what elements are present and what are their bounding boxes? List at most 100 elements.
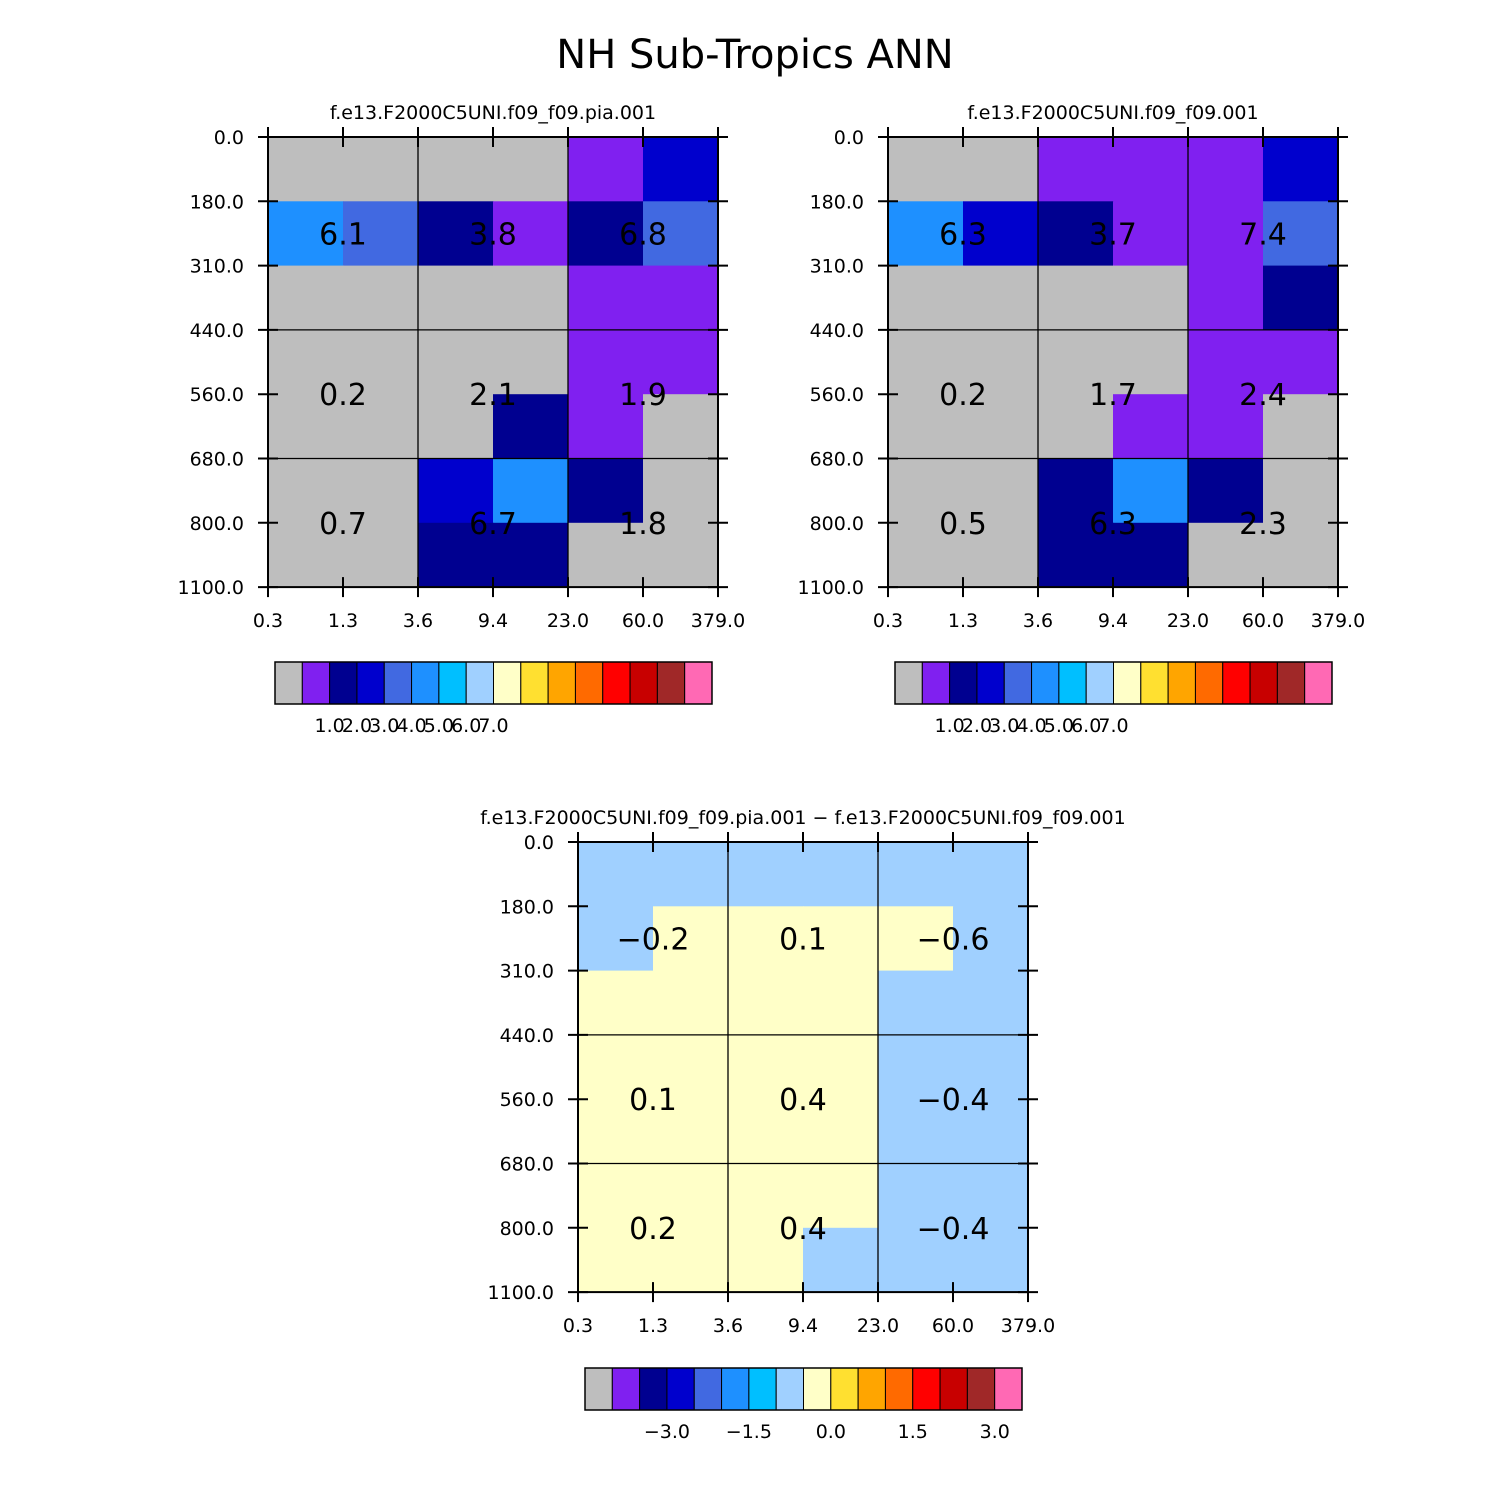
- heatmap-cell: [493, 522, 569, 588]
- colorbar-label: 3.0: [989, 715, 1019, 737]
- heatmap-cell: [728, 1163, 804, 1229]
- heatmap-cell: [578, 842, 654, 907]
- colorbar-label: 5.0: [1044, 715, 1074, 737]
- x-tick-label: 9.4: [478, 610, 508, 632]
- panel-title: f.e13.F2000C5UNI.f09_f09.001: [967, 102, 1258, 124]
- heatmap-cell: [643, 329, 719, 395]
- y-tick-label: 0.0: [524, 832, 554, 854]
- panel-difference: f.e13.F2000C5UNI.f09_f09.pia.001 − f.e13…: [480, 807, 1125, 1443]
- colorbar-box: [884, 1367, 914, 1411]
- block-value-label: 6.8: [619, 217, 667, 252]
- heatmap-cell: [888, 458, 964, 524]
- block-value-label: 0.2: [629, 1212, 677, 1247]
- y-tick-label: 0.0: [834, 127, 864, 149]
- x-tick-label: 1.3: [638, 1315, 668, 1337]
- y-tick-label: 180.0: [500, 896, 554, 918]
- y-tick-label: 440.0: [190, 320, 244, 342]
- heatmap-cell: [803, 1034, 879, 1100]
- x-tick-label: 9.4: [1098, 610, 1128, 632]
- colorbar-label: 1.0: [935, 715, 965, 737]
- heatmap-cell: [1038, 265, 1114, 331]
- colorbar-box: [1140, 661, 1169, 705]
- heatmap-cell: [953, 1227, 1029, 1293]
- heatmap-cell: [653, 1099, 729, 1165]
- heatmap-cell: [888, 201, 964, 267]
- block-value-label: 6.1: [319, 217, 367, 252]
- y-tick-label: 680.0: [500, 1154, 554, 1176]
- colorbar-box: [465, 661, 494, 705]
- heatmap-cell: [578, 906, 654, 972]
- block-value-label: −0.6: [917, 922, 990, 957]
- x-tick-label: 0.3: [873, 610, 903, 632]
- heatmap-cell: [268, 137, 344, 202]
- colorbar-label: 3.0: [980, 1421, 1010, 1443]
- heatmap-cell: [343, 458, 419, 524]
- colorbar-box: [411, 661, 440, 705]
- heatmap-cell: [878, 1163, 954, 1229]
- colorbar-frame: [894, 661, 1333, 705]
- block-value-label: −0.4: [917, 1212, 990, 1247]
- block-value-label: 6.3: [939, 217, 987, 252]
- heatmap-cell: [418, 265, 494, 331]
- heatmap-cell: [1038, 458, 1114, 524]
- heatmap-cell: [1113, 265, 1189, 331]
- block-value-label: 1.8: [619, 507, 667, 542]
- colorbar-box: [1222, 661, 1251, 705]
- heatmap-cell: [578, 970, 654, 1036]
- colorbar-label: 5.0: [424, 715, 454, 737]
- colorbar-box: [775, 1367, 804, 1411]
- heatmap-cell: [803, 906, 879, 972]
- y-tick-label: 680.0: [810, 449, 864, 471]
- colorbar-label: 0.0: [816, 1421, 846, 1443]
- heatmap-cell: [1263, 265, 1339, 331]
- heatmap-cell: [953, 1034, 1029, 1100]
- colorbar-box: [912, 1367, 941, 1411]
- colorbar-label: 6.0: [1071, 715, 1101, 737]
- y-tick-label: 180.0: [190, 191, 244, 213]
- heatmap-cell: [953, 906, 1029, 972]
- block-value-label: 6.3: [1089, 507, 1137, 542]
- colorbar-label: 7.0: [478, 715, 508, 737]
- heatmap-cell: [418, 522, 494, 588]
- heatmap-cell: [1038, 329, 1114, 395]
- heatmap-cell: [1263, 394, 1339, 460]
- heatmap-cell: [1188, 394, 1264, 460]
- figure-title: NH Sub-Tropics ANN: [556, 32, 953, 78]
- heatmap-cell: [568, 329, 644, 395]
- heatmap-cell: [418, 329, 494, 395]
- colorbar-box: [1167, 661, 1196, 705]
- heatmap-cell: [578, 1227, 654, 1293]
- heatmap-cell: [578, 1163, 654, 1229]
- colorbar-box: [493, 661, 522, 705]
- block-value-label: 0.4: [779, 1083, 827, 1118]
- heatmap-cell: [418, 458, 494, 524]
- heatmap-cell: [343, 522, 419, 588]
- heatmap-cell: [888, 522, 964, 588]
- y-tick-label: 180.0: [810, 191, 864, 213]
- heatmap-cell: [1038, 522, 1114, 588]
- x-tick-label: 379.0: [1001, 1315, 1055, 1337]
- block-value-label: 1.9: [619, 378, 667, 413]
- colorbar-box: [611, 1367, 641, 1411]
- heatmap-cell: [728, 906, 804, 972]
- x-tick-label: 23.0: [857, 1315, 899, 1337]
- heatmap-cell: [493, 329, 569, 395]
- heatmap-cell: [343, 137, 419, 202]
- heatmap-cell: [268, 522, 344, 588]
- colorbar-box: [547, 661, 576, 705]
- heatmap-cell: [953, 842, 1029, 907]
- panel-title: f.e13.F2000C5UNI.f09_f09.pia.001 − f.e13…: [480, 807, 1125, 829]
- colorbar-label: 1.0: [315, 715, 345, 737]
- colorbar-box: [1276, 661, 1306, 705]
- block-value-label: 0.2: [319, 378, 367, 413]
- block-value-label: 0.5: [939, 507, 987, 542]
- colorbar-frame: [274, 661, 713, 705]
- heatmap-cell: [953, 1099, 1029, 1165]
- colorbar-box: [966, 1367, 996, 1411]
- heatmap-cell: [493, 394, 569, 460]
- heatmap-cell: [268, 265, 344, 331]
- colorbar-box: [656, 661, 686, 705]
- colorbar-box: [666, 1367, 695, 1411]
- heatmap-cell: [803, 842, 879, 907]
- colorbar-label: −1.5: [726, 1421, 772, 1443]
